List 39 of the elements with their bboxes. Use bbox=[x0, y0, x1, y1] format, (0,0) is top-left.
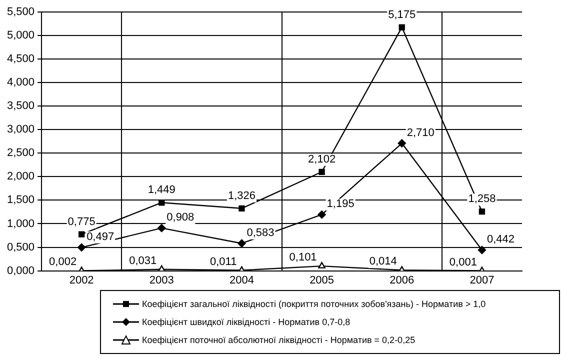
data-label: 0,583 bbox=[246, 226, 274, 239]
y-tick-label: 5,500 bbox=[6, 6, 35, 18]
data-label: 1,326 bbox=[228, 190, 256, 202]
legend-label: Коефіцієнт поточної абсолютної ліквідності - Норматив = 0,2-0,25 bbox=[142, 334, 416, 347]
x-tick-label: 2003 bbox=[149, 274, 174, 286]
data-label: 5,175 bbox=[388, 8, 416, 21]
y-tick-label: 3,000 bbox=[6, 124, 35, 136]
y-tick-label: 1,500 bbox=[6, 194, 35, 206]
y-tick-label: 4,500 bbox=[6, 53, 35, 66]
data-label: 2,710 bbox=[406, 126, 434, 139]
data-label: 0,014 bbox=[369, 256, 397, 268]
y-tick-label: 3,500 bbox=[6, 100, 35, 112]
y-tick-label: 4,000 bbox=[6, 76, 35, 89]
y-tick-label: 0,500 bbox=[6, 241, 35, 254]
data-label: 0,001 bbox=[449, 256, 477, 268]
legend-label: Коефіцієнт швидкої ліквідності - Норматив 0,7-0,8 bbox=[142, 316, 350, 329]
y-tick-label: 0,000 bbox=[6, 264, 35, 277]
x-tick-label: 2004 bbox=[229, 274, 254, 286]
x-tick-label: 2002 bbox=[69, 274, 94, 286]
data-label: 0,775 bbox=[68, 216, 96, 228]
y-tick-label: 1,000 bbox=[6, 218, 35, 230]
y-tick-label: 5,000 bbox=[6, 30, 35, 42]
y-tick-label: 2,000 bbox=[6, 170, 35, 183]
x-tick-label: 2007 bbox=[470, 274, 494, 286]
data-label: 0,101 bbox=[289, 252, 317, 264]
x-tick-label: 2005 bbox=[310, 274, 334, 286]
data-label: 1,195 bbox=[326, 198, 354, 210]
data-label: 2,102 bbox=[308, 153, 336, 166]
data-label: 1,258 bbox=[468, 193, 496, 206]
data-label: 0,908 bbox=[166, 212, 194, 224]
data-label: 0,011 bbox=[210, 256, 237, 268]
data-label: 0,442 bbox=[486, 234, 514, 246]
data-label: 0,031 bbox=[129, 254, 157, 267]
data-label: 1,449 bbox=[148, 184, 176, 196]
x-tick-label: 2006 bbox=[390, 274, 414, 286]
data-label: 0,497 bbox=[86, 230, 114, 243]
data-label: 0,002 bbox=[49, 256, 77, 268]
y-tick-label: 2,500 bbox=[6, 147, 35, 160]
legend-label: Коефіцієнт загальної ліквідності (покриття поточних зобов'язань) - Норматив > 1,0 bbox=[142, 298, 486, 311]
